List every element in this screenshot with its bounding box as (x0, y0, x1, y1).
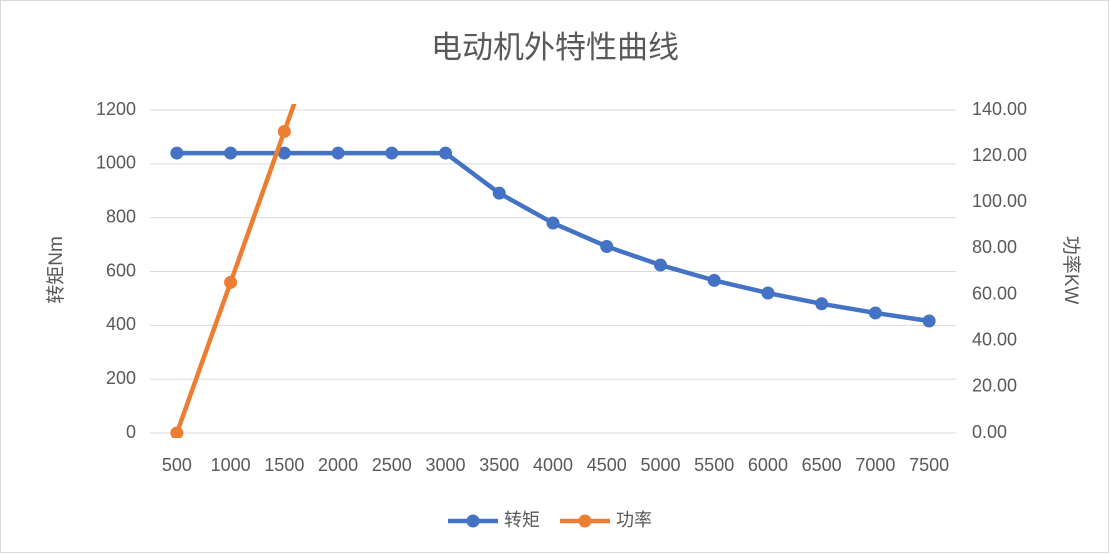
y-tick-label: 0 (126, 422, 136, 442)
point (439, 146, 453, 160)
y2-tick-label: 20.00 (972, 376, 1017, 396)
y2-tick-label: 120.00 (972, 145, 1027, 165)
x-tick-label: 7000 (855, 455, 895, 475)
y-tick-label: 200 (106, 368, 136, 388)
x-tick-label: 1000 (211, 455, 251, 475)
y-tick-label: 1000 (96, 153, 136, 173)
x-tick-label: 3500 (479, 455, 519, 475)
point (868, 306, 882, 320)
point (707, 273, 721, 287)
y2-tick-label: 60.00 (972, 283, 1017, 303)
legend-label: 功率 (616, 510, 652, 530)
point (224, 146, 238, 160)
x-tick-label: 6500 (802, 455, 842, 475)
x-tick-label: 1500 (264, 455, 304, 475)
plot-area (170, 104, 936, 438)
point (761, 286, 775, 300)
y2-tick-label: 100.00 (972, 191, 1027, 211)
legend-label: 转矩 (504, 510, 540, 530)
y-tick-label: 400 (106, 314, 136, 334)
point (922, 314, 936, 328)
legend-marker (466, 514, 480, 528)
y2-axis-title: 功率KW (1060, 236, 1082, 305)
point (277, 146, 291, 160)
point (600, 239, 614, 253)
y2-tick-label: 40.00 (972, 329, 1017, 349)
point (546, 216, 560, 230)
x-tick-label: 7500 (909, 455, 949, 475)
y-tick-label: 800 (106, 206, 136, 226)
y-tick-label: 1200 (96, 99, 136, 119)
y2-tick-label: 140.00 (972, 99, 1027, 119)
x-tick-label: 4000 (533, 455, 573, 475)
y2-tick-label: 80.00 (972, 237, 1017, 257)
legend-marker (578, 514, 592, 528)
point (277, 124, 291, 138)
point (170, 426, 184, 438)
y-axis-title: 转矩Nm (45, 236, 67, 304)
x-tick-label: 3000 (426, 455, 466, 475)
point (331, 146, 345, 160)
x-tick-label: 2500 (372, 455, 412, 475)
x-tick-label: 6000 (748, 455, 788, 475)
chart-title: 电动机外特性曲线 (431, 30, 679, 65)
x-tick-label: 5000 (640, 455, 680, 475)
y-tick-label: 600 (106, 260, 136, 280)
point (653, 258, 667, 272)
point (492, 186, 506, 200)
x-tick-label: 5500 (694, 455, 734, 475)
point (385, 146, 399, 160)
y2-tick-label: 0.00 (972, 422, 1007, 442)
point (815, 297, 829, 311)
x-tick-label: 4500 (587, 455, 627, 475)
x-tick-label: 500 (162, 455, 192, 475)
point (170, 146, 184, 160)
x-tick-label: 2000 (318, 455, 358, 475)
point (224, 275, 238, 289)
